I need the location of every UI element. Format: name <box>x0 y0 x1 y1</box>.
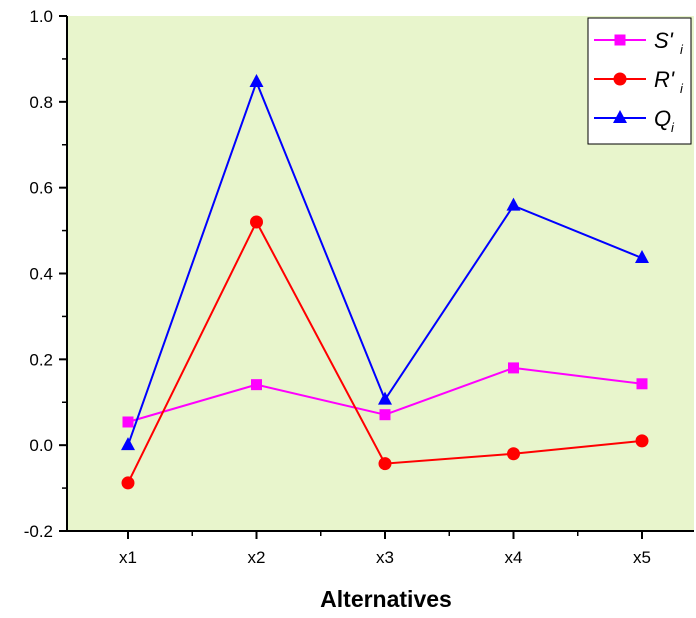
legend-swatch-marker <box>613 109 627 123</box>
data-point <box>122 416 134 428</box>
data-point <box>508 362 519 374</box>
series-1 <box>122 362 648 428</box>
legend-item: R' i <box>594 67 684 96</box>
legend: S' iR' iQ i <box>587 17 692 145</box>
data-point <box>250 215 263 229</box>
legend-label-subscript: i <box>680 81 684 96</box>
legend-label: Q <box>654 106 671 131</box>
data-point <box>507 447 520 461</box>
data-point <box>636 378 648 390</box>
legend-label: S' <box>654 28 674 53</box>
series-layer <box>121 74 649 490</box>
legend-item: S' i <box>594 28 684 57</box>
y-tick-label: 0.8 <box>29 93 53 112</box>
y-tick-label: 0.6 <box>29 179 53 198</box>
data-point <box>249 74 264 88</box>
y-tick-label: 1.0 <box>29 7 53 26</box>
x-tick-label: x3 <box>376 548 394 567</box>
x-axis-title: Alternatives <box>320 586 452 612</box>
data-point <box>378 457 392 471</box>
y-tick-label: 0.2 <box>29 350 53 369</box>
x-tick-label: x1 <box>119 548 137 567</box>
data-point <box>379 409 391 421</box>
data-point <box>121 437 135 451</box>
x-tick-label: x5 <box>633 548 651 567</box>
y-tick-label: -0.2 <box>24 522 53 541</box>
data-point <box>121 476 135 490</box>
y-tick-label: 0.0 <box>29 436 53 455</box>
series-2 <box>121 215 649 490</box>
data-point <box>506 197 521 211</box>
data-point <box>635 434 649 448</box>
legend-label-subscript: i <box>680 42 684 57</box>
x-tick-label: x4 <box>505 548 523 567</box>
data-point <box>378 391 392 405</box>
data-point <box>251 379 262 391</box>
legend-label: R' <box>654 67 675 92</box>
legend-box <box>587 17 692 145</box>
legend-swatch-marker <box>613 72 627 86</box>
legend-label-subscript: i <box>671 120 675 135</box>
series-3 <box>121 74 649 451</box>
data-point <box>635 249 649 263</box>
y-tick-label: 0.4 <box>29 265 53 284</box>
x-tick-label: x2 <box>248 548 266 567</box>
axes-layer: -0.2 0.0 0.2 0.4 0.6 0.8 1.0 x1 x2 x3 x4 x5 <box>24 7 694 567</box>
legend-swatch-marker <box>614 34 626 46</box>
